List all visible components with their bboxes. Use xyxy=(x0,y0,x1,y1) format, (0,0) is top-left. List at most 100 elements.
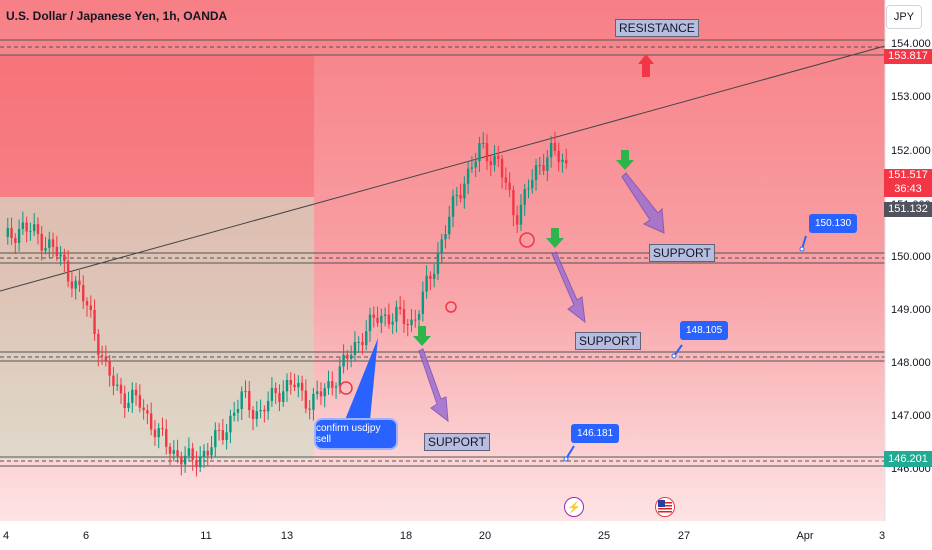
candle-up xyxy=(369,315,371,332)
support-label-1[interactable]: SUPPORT xyxy=(649,244,715,262)
candle-down xyxy=(399,307,401,309)
candle-down xyxy=(41,234,43,251)
candle-down xyxy=(290,380,292,385)
price-tick: 153.000 xyxy=(891,91,931,103)
candle-up xyxy=(391,322,393,325)
candle-up xyxy=(441,239,443,253)
candle-down xyxy=(169,447,171,454)
candle-up xyxy=(324,388,326,396)
currency-button[interactable]: JPY xyxy=(886,5,922,29)
candle-up xyxy=(237,409,239,413)
candle-down xyxy=(191,448,193,460)
candle-up xyxy=(463,184,465,199)
resistance-label[interactable]: RESISTANCE xyxy=(615,19,699,37)
candle-up xyxy=(354,342,356,355)
time-axis-background xyxy=(0,521,932,550)
candle-down xyxy=(486,143,488,161)
support-label-3[interactable]: SUPPORT xyxy=(424,433,490,451)
candle-up xyxy=(531,180,533,188)
price-callout-2[interactable]: 148.105 xyxy=(680,321,728,340)
candle-up xyxy=(29,231,31,232)
candle-up xyxy=(527,188,529,189)
lightning-event-icon[interactable]: ⚡ xyxy=(564,497,584,517)
candle-down xyxy=(407,324,409,325)
us-flag-icon xyxy=(658,500,672,514)
candle-up xyxy=(297,383,299,387)
candle-up xyxy=(467,169,469,184)
candle-up xyxy=(520,205,522,225)
candle-up xyxy=(425,276,427,292)
candle-up xyxy=(59,255,61,257)
candle-up xyxy=(482,143,484,144)
candle-down xyxy=(161,428,163,429)
candle-down xyxy=(501,159,503,177)
candle-up xyxy=(158,428,160,437)
price-tick: 148.000 xyxy=(891,357,931,369)
candle-down xyxy=(101,355,103,356)
candle-down xyxy=(557,151,559,162)
candle-down xyxy=(195,460,197,467)
candle-up xyxy=(448,217,450,234)
candle-down xyxy=(56,247,58,256)
candle-up xyxy=(342,355,344,367)
candle-down xyxy=(176,450,178,456)
confirm-sell-callout[interactable]: confirm usdjpy sell xyxy=(314,418,398,450)
candle-up xyxy=(241,391,243,409)
price-callout-3[interactable]: 146.181 xyxy=(571,424,619,443)
time-tick: 11 xyxy=(200,530,211,542)
candle-down xyxy=(108,361,110,376)
candle-up xyxy=(312,394,314,410)
last-price-tag: 151.517 xyxy=(884,169,932,183)
candle-down xyxy=(150,413,152,429)
candle-down xyxy=(516,215,518,224)
candle-down xyxy=(165,429,167,447)
time-tick: 27 xyxy=(678,530,690,542)
support-price-tag: 146.201 xyxy=(884,451,932,467)
candle-up xyxy=(286,380,288,391)
price-tick: 147.000 xyxy=(891,410,931,422)
candle-down xyxy=(512,190,514,215)
candle-up xyxy=(422,292,424,314)
candle-down xyxy=(554,143,556,151)
time-tick: 18 xyxy=(400,530,412,542)
candle-up xyxy=(184,456,186,465)
candle-up xyxy=(539,165,541,166)
candle-up xyxy=(437,253,439,274)
candle-up xyxy=(365,331,367,345)
candle-up xyxy=(48,239,50,248)
price-tick: 152.000 xyxy=(891,145,931,157)
candle-up xyxy=(357,342,359,343)
support-label-2[interactable]: SUPPORT xyxy=(575,332,641,350)
candle-up xyxy=(418,314,420,320)
us-flag-event-icon[interactable] xyxy=(655,497,675,517)
candle-down xyxy=(263,410,265,411)
candle-down xyxy=(505,177,507,182)
candle-down xyxy=(490,161,492,165)
candle-down xyxy=(135,390,137,395)
candle-down xyxy=(52,239,54,247)
candle-down xyxy=(278,393,280,402)
price-callout-1[interactable]: 150.130 xyxy=(809,214,857,233)
candle-down xyxy=(248,391,250,410)
chart-title: U.S. Dollar / Japanese Yen, 1h, OANDA xyxy=(6,9,227,23)
candle-down xyxy=(497,156,499,159)
candle-up xyxy=(131,390,133,403)
candle-down xyxy=(67,261,69,281)
candle-down xyxy=(10,228,12,238)
candle-down xyxy=(373,315,375,318)
candle-up xyxy=(229,416,231,433)
candle-down xyxy=(429,276,431,279)
candle-down xyxy=(207,451,209,456)
candle-up xyxy=(316,391,318,394)
candle-up xyxy=(493,156,495,165)
candle-down xyxy=(14,238,16,243)
candle-up xyxy=(380,316,382,323)
candle-down xyxy=(305,391,307,409)
time-tick: 25 xyxy=(598,530,610,542)
candle-up xyxy=(478,143,480,161)
candle-up xyxy=(267,401,269,411)
candle-down xyxy=(139,395,141,407)
candle-up xyxy=(561,160,563,162)
candle-up xyxy=(44,248,46,251)
